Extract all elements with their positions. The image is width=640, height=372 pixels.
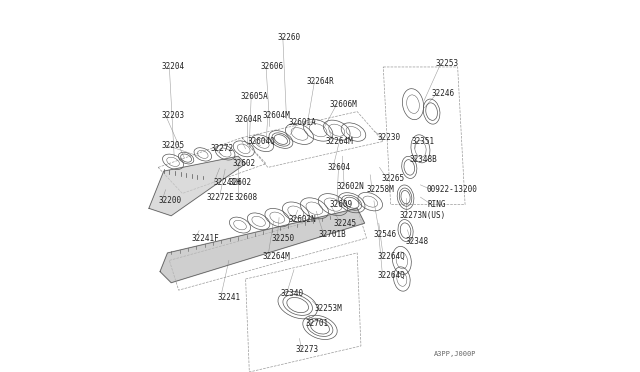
Text: 32273N(US): 32273N(US) [400,211,446,220]
Text: 32602N: 32602N [337,182,365,190]
Text: 32602: 32602 [229,178,252,187]
Text: 32272E: 32272E [207,193,234,202]
Polygon shape [149,156,246,216]
Text: 32701: 32701 [305,319,328,328]
Text: 32609: 32609 [330,200,353,209]
Text: 32348: 32348 [406,237,429,246]
Text: 32602N: 32602N [289,215,316,224]
Text: 32601A: 32601A [289,118,316,127]
Text: 32241F: 32241F [191,234,220,243]
Text: 32204: 32204 [162,62,185,71]
Text: 32604: 32604 [328,163,351,172]
Text: 32264M: 32264M [326,137,353,146]
Text: 32260: 32260 [277,33,300,42]
Text: 32241H: 32241H [214,178,242,187]
Text: RING: RING [428,200,446,209]
Text: 32203: 32203 [162,111,185,120]
Text: 32258M: 32258M [367,185,394,194]
Text: 00922-13200: 00922-13200 [426,185,477,194]
Text: 32272: 32272 [211,144,234,153]
Text: 32606: 32606 [260,62,284,71]
Text: A3PP,J000P: A3PP,J000P [434,351,476,357]
Text: 32608: 32608 [234,193,257,202]
Text: 32604R: 32604R [234,115,262,124]
Text: 32264Q: 32264Q [378,271,405,280]
Text: 32701B: 32701B [318,230,346,239]
Text: 32241: 32241 [218,293,241,302]
Text: 32253: 32253 [435,59,458,68]
Text: 32246: 32246 [431,89,455,97]
Text: 32264R: 32264R [307,77,335,86]
Polygon shape [160,208,365,283]
Text: 32250: 32250 [271,234,295,243]
Text: 32546: 32546 [374,230,397,239]
Text: 32253M: 32253M [314,304,342,313]
Text: 32273: 32273 [296,345,319,354]
Text: 32606M: 32606M [330,100,357,109]
Text: 32264M: 32264M [262,252,290,261]
Text: 32230: 32230 [378,133,401,142]
Text: 32200: 32200 [158,196,181,205]
Text: 32348B: 32348B [410,155,437,164]
Text: 32351: 32351 [411,137,435,146]
Text: 32245: 32245 [333,219,356,228]
Text: 32604M: 32604M [262,111,290,120]
Text: 32264Q: 32264Q [378,252,405,261]
Text: 32265: 32265 [381,174,404,183]
Text: 32602: 32602 [232,159,256,168]
Text: 32340: 32340 [281,289,304,298]
Text: 32605A: 32605A [240,92,268,101]
Text: 32205: 32205 [162,141,185,150]
Text: 32604Q: 32604Q [248,137,275,146]
